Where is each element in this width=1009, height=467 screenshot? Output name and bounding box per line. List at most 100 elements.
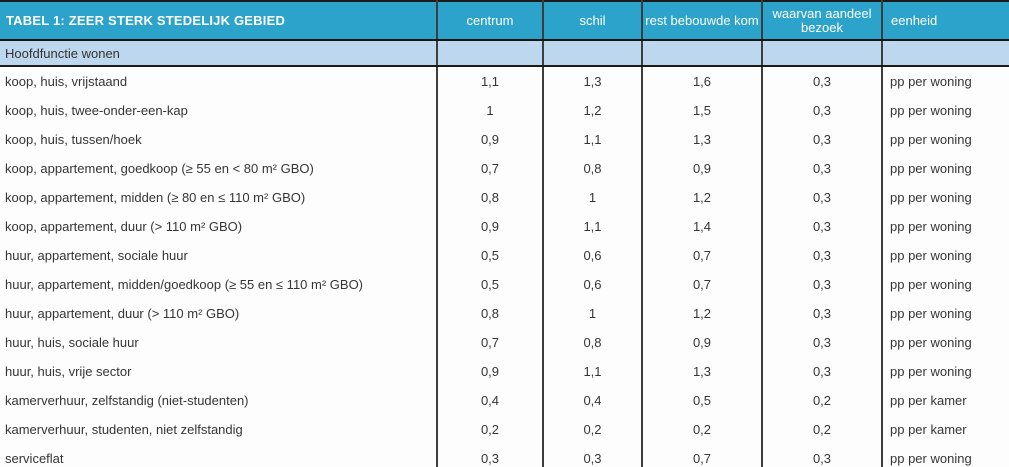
cell-centrum: 0,8 [436,183,543,212]
row-label: koop, appartement, midden (≥ 80 en ≤ 110… [0,183,437,212]
column-header-rest-bebouwde-kom: rest bebouwde kom [641,1,762,41]
section-label: Hoofdfunctie wonen [0,40,437,67]
cell-waarvan-aandeel-bezoek: 0,3 [761,154,882,183]
table-row: koop, huis, vrijstaand 1,1 1,3 1,6 0,3 pp per… [0,66,1009,96]
cell-rest-bebouwde-kom: 0,7 [641,444,762,467]
row-label: kamerverhuur, studenten, niet zelfstandi… [0,415,437,444]
section-empty-cell [641,40,762,67]
table-row: koop, appartement, duur (> 110 m² GBO) 0,… [0,212,1009,241]
cell-schil: 1,1 [542,212,642,241]
cell-eenheid: pp per woning [881,270,1009,299]
cell-waarvan-aandeel-bezoek: 0,2 [761,386,882,415]
cell-eenheid: pp per woning [881,241,1009,270]
cell-centrum: 0,3 [436,444,543,467]
cell-schil: 0,2 [542,415,642,444]
section-empty-cell [881,40,1009,67]
cell-centrum: 0,7 [436,328,543,357]
cell-centrum: 1,1 [436,66,543,96]
cell-eenheid: pp per woning [881,66,1009,96]
cell-centrum: 1 [436,96,543,125]
row-label: huur, appartement, duur (> 110 m² GBO) [0,299,437,328]
cell-schil: 0,8 [542,328,642,357]
cell-schil: 0,6 [542,241,642,270]
row-label: koop, appartement, goedkoop (≥ 55 en < 8… [0,154,437,183]
cell-schil: 1 [542,183,642,212]
cell-waarvan-aandeel-bezoek: 0,3 [761,66,882,96]
cell-schil: 0,6 [542,270,642,299]
cell-centrum: 0,5 [436,270,543,299]
cell-centrum: 0,9 [436,357,543,386]
cell-rest-bebouwde-kom: 0,7 [641,270,762,299]
cell-centrum: 0,2 [436,415,543,444]
cell-schil: 0,4 [542,386,642,415]
cell-rest-bebouwde-kom: 0,5 [641,386,762,415]
cell-waarvan-aandeel-bezoek: 0,3 [761,299,882,328]
table-row: koop, appartement, midden (≥ 80 en ≤ 110… [0,183,1009,212]
cell-rest-bebouwde-kom: 0,2 [641,415,762,444]
table-body: koop, huis, vrijstaand 1,1 1,3 1,6 0,3 pp per… [0,66,1009,467]
cell-centrum: 0,4 [436,386,543,415]
cell-rest-bebouwde-kom: 1,4 [641,212,762,241]
table-row: kamerverhuur, zelfstandig (niet-studente… [0,386,1009,415]
row-label: huur, appartement, sociale huur [0,241,437,270]
cell-centrum: 0,5 [436,241,543,270]
cell-waarvan-aandeel-bezoek: 0,3 [761,125,882,154]
row-label: huur, appartement, midden/goedkoop (≥ 55… [0,270,437,299]
cell-waarvan-aandeel-bezoek: 0,3 [761,270,882,299]
cell-waarvan-aandeel-bezoek: 0,3 [761,357,882,386]
cell-centrum: 0,9 [436,125,543,154]
cell-rest-bebouwde-kom: 1,2 [641,183,762,212]
section-empty-cell [761,40,882,67]
table-row: kamerverhuur, studenten, niet zelfstandi… [0,415,1009,444]
column-header-centrum: centrum [436,1,543,41]
cell-rest-bebouwde-kom: 1,2 [641,299,762,328]
cell-eenheid: pp per woning [881,154,1009,183]
column-header-eenheid: eenheid [881,1,1009,41]
row-label: koop, appartement, duur (> 110 m² GBO) [0,212,437,241]
row-label: koop, huis, tussen/hoek [0,125,437,154]
cell-eenheid: pp per woning [881,328,1009,357]
cell-waarvan-aandeel-bezoek: 0,3 [761,212,882,241]
cell-rest-bebouwde-kom: 1,5 [641,96,762,125]
section-row: Hoofdfunctie wonen [0,40,1009,67]
table-row: huur, huis, sociale huur 0,7 0,8 0,9 0,3 pp p… [0,328,1009,357]
table-row: huur, huis, vrije sector 0,9 1,1 1,3 0,3 pp p… [0,357,1009,386]
column-header-waarvan-aandeel-bezoek: waarvan aandeel bezoek [761,1,882,41]
column-header-schil: schil [542,1,642,41]
cell-waarvan-aandeel-bezoek: 0,3 [761,96,882,125]
cell-waarvan-aandeel-bezoek: 0,3 [761,241,882,270]
cell-centrum: 0,8 [436,299,543,328]
cell-eenheid: pp per woning [881,444,1009,467]
table-title: TABEL 1: ZEER STERK STEDELIJK GEBIED [0,1,437,41]
table-row: serviceflat 0,3 0,3 0,7 0,3 pp per woning [0,444,1009,467]
cell-eenheid: pp per woning [881,299,1009,328]
row-label: kamerverhuur, zelfstandig (niet-studente… [0,386,437,415]
table-row: huur, appartement, duur (> 110 m² GBO) 0,… [0,299,1009,328]
cell-rest-bebouwde-kom: 1,6 [641,66,762,96]
table-row: koop, huis, tussen/hoek 0,9 1,1 1,3 0,3 pp pe… [0,125,1009,154]
table-row: koop, huis, twee-onder-een-kap 1 1,2 1,5 0,3… [0,96,1009,125]
cell-centrum: 0,9 [436,212,543,241]
section-empty-cell [542,40,642,67]
row-label: serviceflat [0,444,437,467]
cell-schil: 1 [542,299,642,328]
cell-rest-bebouwde-kom: 0,9 [641,328,762,357]
table-header-row: TABEL 1: ZEER STERK STEDELIJK GEBIED cen… [0,1,1009,41]
cell-eenheid: pp per woning [881,212,1009,241]
row-label: huur, huis, sociale huur [0,328,437,357]
cell-rest-bebouwde-kom: 1,3 [641,125,762,154]
cell-eenheid: pp per woning [881,125,1009,154]
cell-schil: 1,1 [542,357,642,386]
cell-eenheid: pp per woning [881,183,1009,212]
table-row: huur, appartement, sociale huur 0,5 0,6 0,7… [0,241,1009,270]
cell-centrum: 0,7 [436,154,543,183]
cell-eenheid: pp per woning [881,357,1009,386]
section-empty-cell [436,40,543,67]
cell-schil: 0,8 [542,154,642,183]
cell-rest-bebouwde-kom: 0,9 [641,154,762,183]
cell-rest-bebouwde-kom: 0,7 [641,241,762,270]
cell-schil: 1,3 [542,66,642,96]
cell-eenheid: pp per kamer [881,415,1009,444]
cell-waarvan-aandeel-bezoek: 0,3 [761,328,882,357]
